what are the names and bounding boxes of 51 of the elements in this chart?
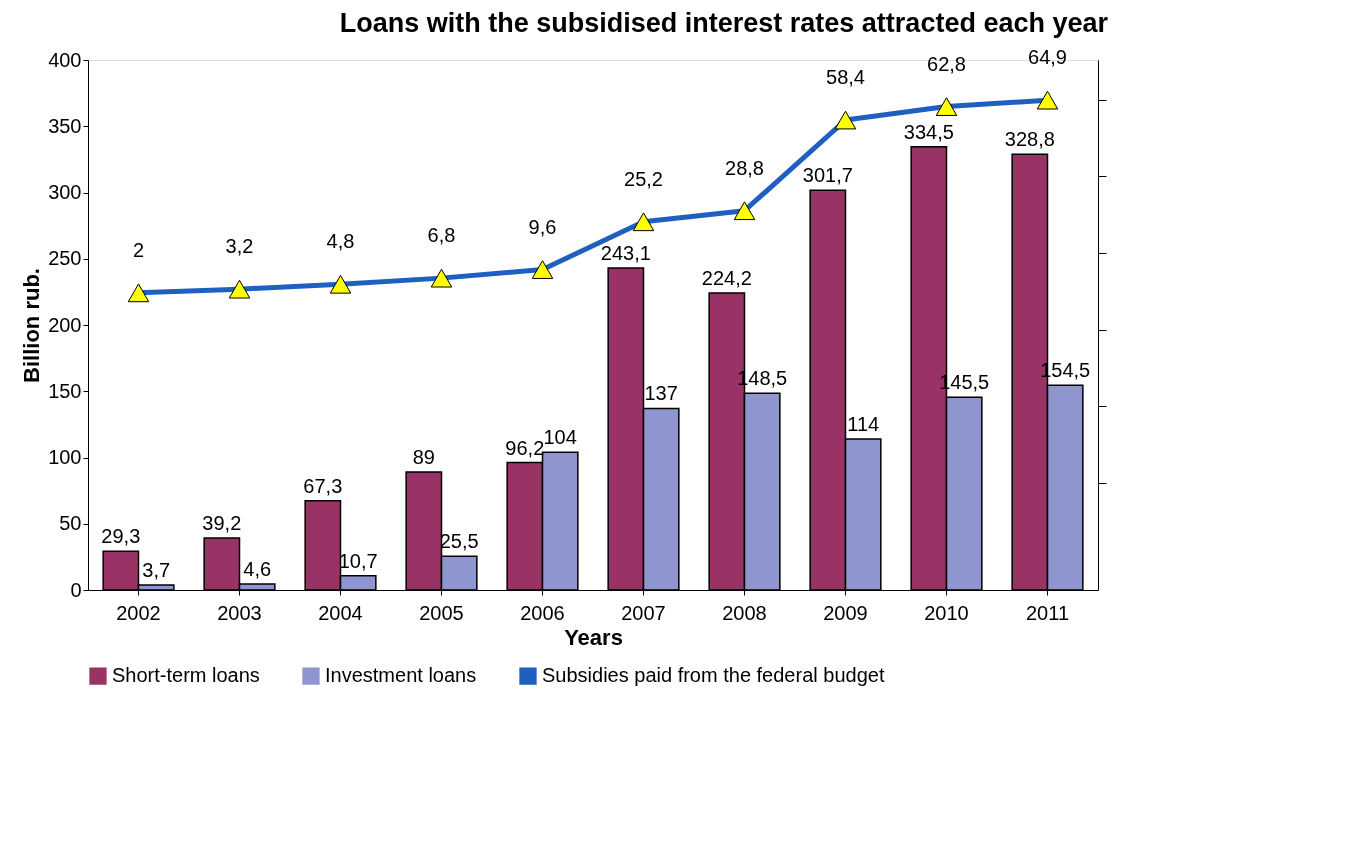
data-label: 58,4 bbox=[826, 66, 865, 89]
y-tick-label: 250 bbox=[48, 247, 82, 270]
legend-label: Investment loans bbox=[325, 664, 477, 687]
data-label: 64,9 bbox=[1028, 46, 1067, 69]
x-tick-label: 2005 bbox=[419, 601, 464, 624]
data-label: 328,8 bbox=[1004, 128, 1055, 151]
y-tick-label: 0 bbox=[70, 578, 82, 601]
y-tick-label: 150 bbox=[48, 379, 82, 402]
data-label: 4,8 bbox=[326, 230, 355, 253]
legend-label: Short-term loans bbox=[112, 664, 260, 687]
x-tick-label: 2009 bbox=[823, 601, 868, 624]
data-label: 67,3 bbox=[303, 474, 343, 497]
data-label: 224,2 bbox=[701, 266, 752, 289]
x-tick-label: 2011 bbox=[1025, 601, 1070, 624]
y-axis-title: Billion rub. bbox=[19, 268, 45, 383]
data-label: 2 bbox=[132, 238, 145, 261]
data-label: 29,3 bbox=[101, 525, 141, 548]
data-label: 114 bbox=[847, 412, 880, 435]
x-tick-label: 2008 bbox=[722, 601, 767, 624]
data-label: 3,7 bbox=[142, 559, 171, 582]
x-axis-title: Years bbox=[564, 624, 623, 650]
data-label: 62,8 bbox=[927, 52, 966, 75]
y-tick-label: 50 bbox=[59, 512, 82, 535]
data-label: 301,7 bbox=[802, 164, 853, 187]
y-tick-label: 100 bbox=[48, 446, 82, 468]
x-tick-label: 2007 bbox=[621, 601, 666, 624]
data-label: 25,2 bbox=[624, 167, 663, 190]
data-label: 96,2 bbox=[505, 436, 545, 459]
legend-label: Subsidies paid from the federal budget bbox=[542, 664, 885, 687]
data-label: 28,8 bbox=[725, 156, 764, 179]
data-label: 9,6 bbox=[528, 215, 557, 238]
y-tick-label: 350 bbox=[48, 114, 82, 137]
data-label: 243,1 bbox=[600, 241, 651, 264]
data-label: 334,5 bbox=[903, 120, 954, 143]
x-tick-label: 2006 bbox=[520, 601, 565, 624]
x-tick-label: 2003 bbox=[217, 601, 262, 624]
chart-title: Loans with the subsidised interest rates attracted each year bbox=[339, 8, 1109, 39]
data-label: 3,2 bbox=[225, 235, 254, 258]
data-label: 39,2 bbox=[202, 512, 242, 535]
data-label: 4,6 bbox=[243, 557, 272, 580]
data-label: 89 bbox=[412, 446, 435, 469]
y-tick-label: 400 bbox=[48, 48, 82, 71]
data-label: 10,7 bbox=[338, 549, 378, 572]
x-tick-label: 2002 bbox=[116, 601, 161, 624]
x-tick-label: 2010 bbox=[924, 601, 969, 624]
y-tick-label: 200 bbox=[48, 313, 82, 336]
x-tick-label: 2004 bbox=[318, 601, 363, 624]
data-label: 104 bbox=[543, 426, 577, 449]
y-tick-label: 300 bbox=[48, 181, 82, 203]
data-label: 137 bbox=[644, 382, 678, 405]
data-label: 6,8 bbox=[427, 224, 456, 247]
